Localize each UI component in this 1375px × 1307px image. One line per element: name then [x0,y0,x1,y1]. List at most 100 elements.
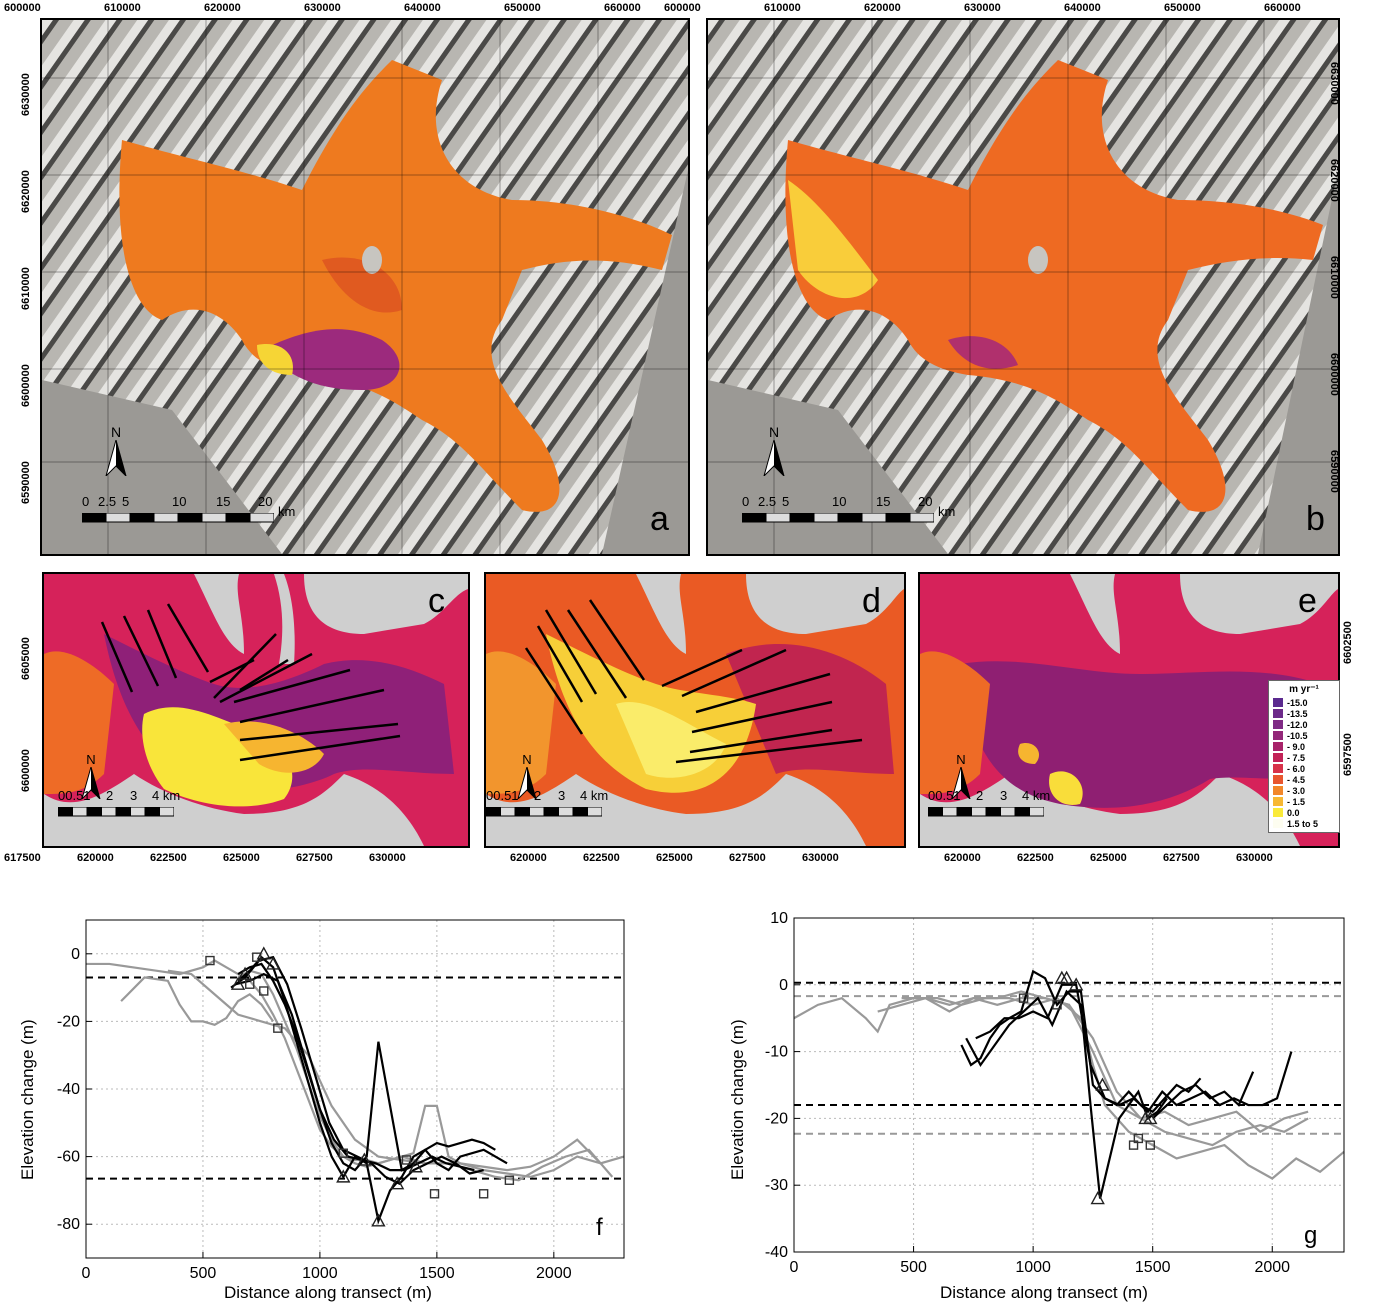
series-line [237,969,601,1179]
legend-label: - 6.0 [1287,763,1306,774]
y-tick-label: -60 [57,1149,80,1166]
plot-area [794,918,1344,1252]
scale-label: 00.51 [486,788,519,803]
scale-label: 4 km [152,788,181,803]
y-tick-label: -30 [765,1177,788,1194]
tick-label: 625000 [223,852,260,864]
tick-label: 622500 [1017,852,1054,864]
legend-label: - 7.5 [1287,752,1306,763]
triangle-marker [265,956,281,970]
triangle-marker [408,1159,423,1173]
scale-bar-graphic [927,806,1045,817]
x-tick-label: 1500 [419,1265,455,1282]
north-arrow-icon [763,438,785,478]
tick-label: 620000 [864,2,901,14]
tick-label: 650000 [504,2,541,14]
tick-label: 6590000 [20,461,32,504]
tick-label: 620000 [204,2,241,14]
hillshade-map-b [708,20,1338,554]
legend-label: -13.5 [1287,708,1308,719]
legend-swatch [1273,786,1283,795]
legend-swatch [1273,709,1283,718]
scale-bar-e: 00.51 2 3 4 km [927,788,1050,822]
tick-label: 627500 [296,852,333,864]
tick-label: 620000 [510,852,547,864]
legend-entry: -15.0 [1273,697,1335,708]
north-arrow-c: N [80,752,102,804]
scale-bar-a: 0 2.5 5 10 15 20 km [81,494,295,528]
series-line [237,962,496,1172]
legend-swatch [1273,698,1283,707]
y-tick-label: -20 [57,1013,80,1030]
tick-label: 630000 [1236,852,1273,864]
legend-entry: -13.5 [1273,708,1335,719]
scale-label: 15 [876,494,891,509]
scale-bar-labels: 0 2.5 5 10 15 20 km [82,494,295,519]
tick-label: 600000 [664,2,701,14]
tick-label: 6610000 [20,267,32,310]
map-panel-c [42,572,470,848]
y-tick-label: -80 [57,1216,80,1233]
legend-label: -10.5 [1287,730,1308,741]
square-marker [259,986,269,996]
triangle-marker [389,1176,405,1190]
panel-letter-a: a [650,500,669,538]
tick-label: 650000 [1164,2,1201,14]
map-panel-b [706,18,1340,556]
tick-label: 630000 [304,2,341,14]
legend-title: m yr⁻¹ [1289,684,1319,695]
elevation-change-map-e [920,574,1338,846]
north-arrow-b: N [762,424,786,481]
legend-entry: -12.0 [1273,719,1335,730]
y-tick-label: -10 [765,1044,788,1061]
scale-label: 4 km [1022,788,1051,803]
triangle-marker [1068,977,1084,991]
scale-bar-graphic [741,512,935,523]
scale-bar-labels: 00.51 2 3 4 km [928,788,1050,804]
triangle-marker [1090,1191,1105,1205]
legend-swatch [1273,808,1283,817]
square-marker [1145,1140,1156,1150]
legend-swatch [1273,742,1283,751]
square-marker [1133,1133,1144,1144]
tick-label: 630000 [964,2,1001,14]
square-marker [1052,1000,1062,1010]
y-tick-label: -40 [57,1081,80,1098]
plot-f-xlabel: Distance along transect (m) [224,1283,432,1302]
tick-label: 640000 [404,2,441,14]
legend-entry: - 6.0 [1273,763,1335,774]
triangle-marker [1095,1077,1110,1091]
series-line [975,983,1293,1114]
square-marker [1128,1140,1139,1150]
tick-label: 6600000 [20,364,32,407]
tick-label: 627500 [729,852,766,864]
square-marker [1018,993,1029,1003]
x-tick-label: 1000 [1015,1259,1051,1276]
north-arrow-e: N [950,752,972,804]
x-tick-label: 1000 [302,1265,338,1282]
y-tick-label: -20 [765,1110,788,1127]
tick-label: 625000 [1090,852,1127,864]
square-marker [401,1155,412,1165]
tick-label: 617500 [4,852,41,864]
triangle-marker [237,966,253,980]
tick-label: 660000 [1264,2,1301,14]
north-arrow-a: N [104,424,128,481]
tick-label: 630000 [369,852,406,864]
legend-entry: - 7.5 [1273,752,1335,763]
legend-swatch [1273,731,1283,740]
north-arrow-icon [951,765,971,801]
legend-label: - 3.0 [1287,785,1306,796]
legend-label: 1.5 to 5 [1287,818,1319,829]
tick-label: 640000 [1064,2,1101,14]
panel-letter-e: e [1298,582,1317,620]
north-label: N [522,752,532,767]
north-label: N [86,752,96,767]
square-marker [429,1189,440,1199]
scale-label: 20 [918,494,933,509]
elevation-change-map-d [486,574,904,846]
scale-label: 4 km [580,788,609,803]
panel-letter-c: c [428,582,445,620]
scale-label: 5 [782,494,790,509]
y-tick-label: 0 [779,977,788,994]
